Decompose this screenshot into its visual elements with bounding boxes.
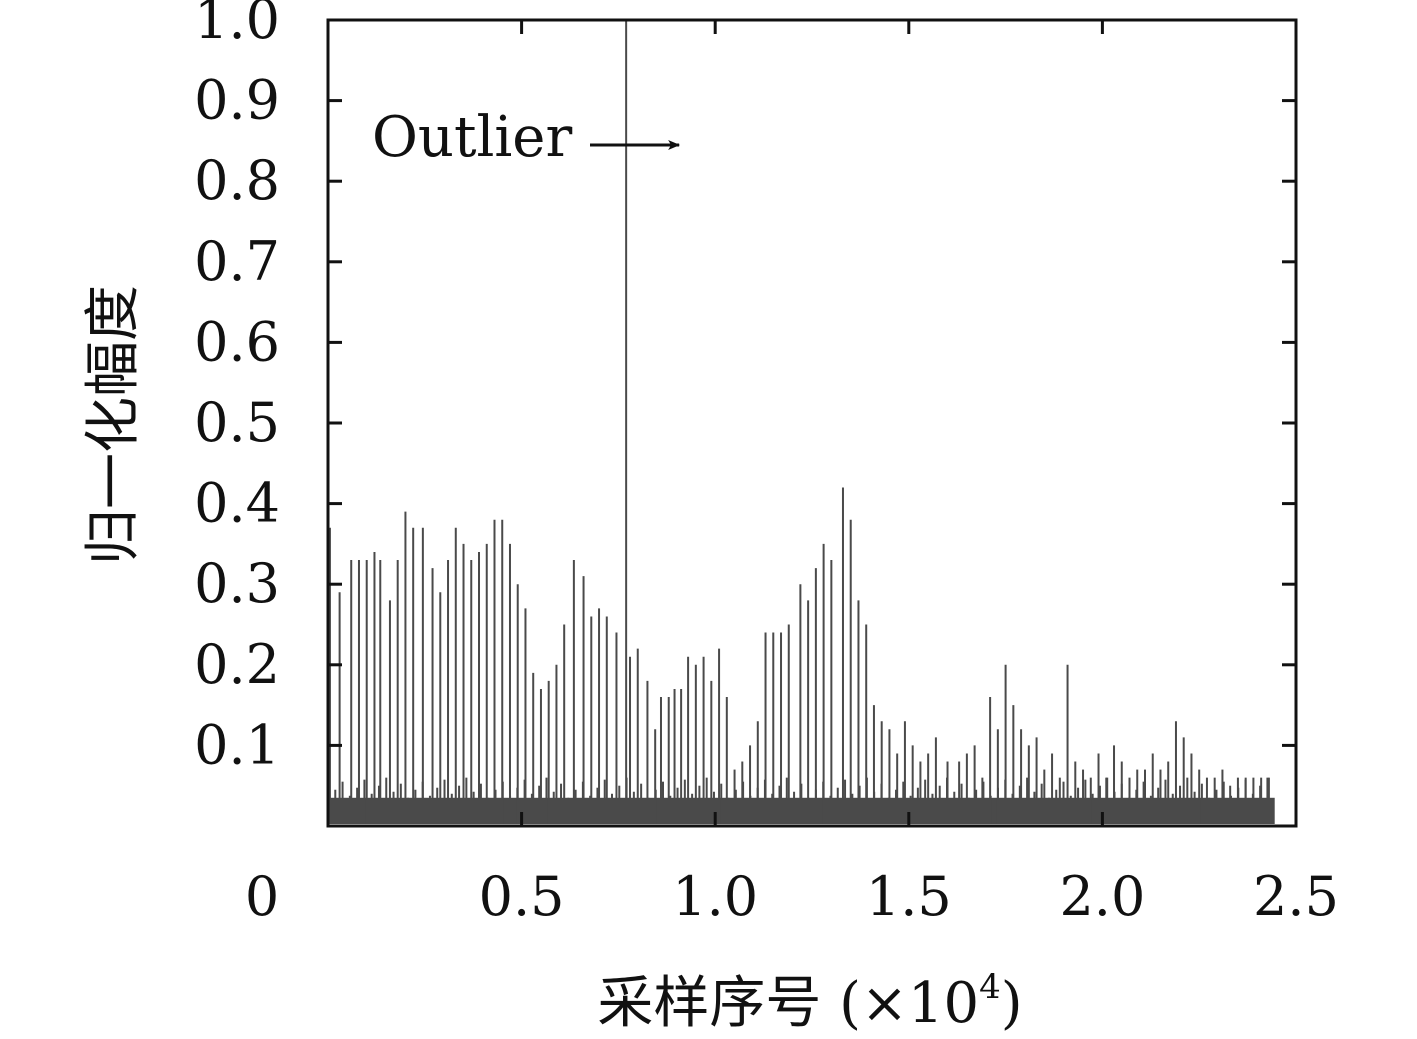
series-line xyxy=(328,20,1270,824)
y-tick-label: 0.9 xyxy=(194,69,280,132)
x-axis: 0 0.5 1.0 1.5 2.0 2.5 xyxy=(245,20,1339,928)
y-tick-label: 0.4 xyxy=(194,472,280,535)
y-tick-label: 0.3 xyxy=(194,552,280,615)
y-tick-label: 0.5 xyxy=(194,391,280,454)
x-axis-title-main: 采样序号 (×10 xyxy=(597,971,979,1036)
outlier-annotation: Outlier xyxy=(372,105,572,170)
x-axis-title: 采样序号 (×104) xyxy=(597,967,1022,1036)
y-tick-label: 0.2 xyxy=(194,633,280,696)
x-axis-title-exponent: 4 xyxy=(979,967,1001,1007)
y-tick-label: 0.1 xyxy=(194,713,280,776)
y-tick-label: 0.6 xyxy=(194,310,280,373)
x-tick-label: 1.5 xyxy=(866,865,952,928)
y-tick-label: 0.7 xyxy=(194,230,280,293)
y-tick-label: 0.8 xyxy=(194,149,280,212)
y-axis-title: 归一化幅度 xyxy=(81,285,146,565)
x-axis-title-close: ) xyxy=(1001,971,1023,1036)
y-tick-label: 1.0 xyxy=(194,0,280,51)
x-tick-label: 0.5 xyxy=(479,865,565,928)
x-tick-label: 2.5 xyxy=(1253,865,1339,928)
x-tick-label: 1.0 xyxy=(672,865,758,928)
x-tick-label: 2.0 xyxy=(1059,865,1145,928)
y-axis: 0.1 0.2 0.3 0.4 0.5 0.6 0.7 0.8 0.9 1.0 xyxy=(194,0,1296,776)
x-tick-label: 0 xyxy=(245,865,279,928)
